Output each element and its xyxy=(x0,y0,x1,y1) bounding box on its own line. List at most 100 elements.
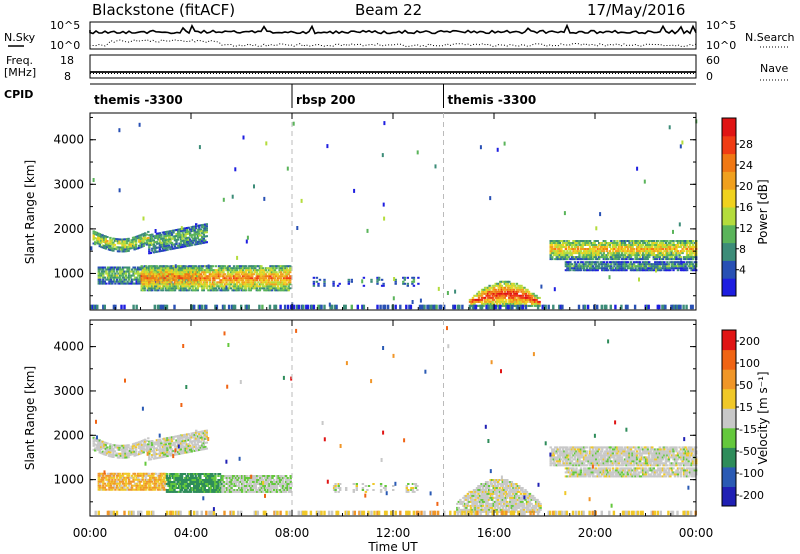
power-echo-cell xyxy=(245,285,248,288)
freq-label: Freq. xyxy=(6,54,33,67)
power-echo-cell xyxy=(670,256,674,259)
power-echo-cell xyxy=(323,280,326,283)
power-echo-cell xyxy=(649,267,652,270)
power-echo-cell xyxy=(269,265,272,268)
power-echo-cell xyxy=(195,289,198,292)
power-echo-cell xyxy=(142,275,145,278)
power-echo-cell xyxy=(164,275,168,278)
velocity-echo-cell xyxy=(99,478,102,481)
power-echo-cell xyxy=(411,276,414,279)
power-echo-cell xyxy=(170,229,174,232)
power-echo-cell xyxy=(164,283,168,286)
power-echo-cell xyxy=(635,269,639,272)
power-echo-cell xyxy=(231,279,234,282)
power-echo-cell xyxy=(688,248,692,250)
power-echo-cell xyxy=(619,267,622,270)
power-echo-cell xyxy=(380,278,384,281)
power-echo-cell xyxy=(611,248,615,250)
power-echo-cell xyxy=(151,279,154,282)
power-echo-cell xyxy=(500,280,503,283)
velocity-echo-cell xyxy=(144,482,147,485)
power-echo-cell xyxy=(511,290,514,293)
power-echo-cell xyxy=(655,248,658,250)
velocity-echo-cell xyxy=(112,444,115,446)
power-echo-cell xyxy=(601,263,604,266)
power-echo-cell xyxy=(616,244,619,246)
power-echo-cell xyxy=(121,266,125,269)
power-echo-cell xyxy=(154,269,157,272)
power-echo-cell xyxy=(497,288,500,291)
power-echo-cell xyxy=(166,283,169,286)
velocity-echo-cell xyxy=(144,448,147,451)
power-echo-cell xyxy=(92,242,95,245)
power-echo-cell xyxy=(109,274,113,277)
power-echo-cell xyxy=(97,270,100,273)
velocity-echo-cell xyxy=(130,476,134,479)
power-echo-cell xyxy=(118,282,122,285)
power-echo-cell xyxy=(248,285,251,288)
power-echo-cell xyxy=(511,286,514,289)
power-echo-cell xyxy=(692,256,695,259)
power-echo-cell xyxy=(117,272,120,275)
power-echo-cell xyxy=(242,289,245,292)
power-echo-cell xyxy=(120,304,123,310)
power-echo-cell xyxy=(121,280,125,283)
power-echo-cell xyxy=(496,296,499,299)
velocity-echo-cell xyxy=(189,436,192,439)
power-echo-cell xyxy=(587,269,590,272)
velocity-echo-cell xyxy=(181,446,184,449)
power-scatter-point xyxy=(263,196,266,201)
velocity-echo-cell xyxy=(104,445,107,448)
power-echo-cell xyxy=(356,304,359,310)
velocity-echo-cell xyxy=(92,448,95,451)
power-scatter-point xyxy=(540,284,543,289)
velocity-echo-cell xyxy=(193,435,196,438)
velocity-echo-cell xyxy=(166,445,169,448)
power-echo-cell xyxy=(255,289,258,292)
power-echo-cell xyxy=(623,263,627,266)
power-echo-cell xyxy=(109,282,113,285)
velocity-echo-cell xyxy=(157,444,160,447)
power-echo-cell xyxy=(570,256,574,259)
power-echo-cell xyxy=(496,298,499,301)
power-echo-cell xyxy=(279,281,283,284)
velocity-echo-cell xyxy=(175,447,178,450)
power-echo-cell xyxy=(100,245,103,248)
velocity-echo-cell xyxy=(156,478,160,481)
power-echo-cell xyxy=(100,266,103,269)
power-echo-cell xyxy=(176,246,180,249)
velocity-echo-cell xyxy=(115,444,118,447)
velocity-echo-cell xyxy=(137,480,140,483)
power-echo-cell xyxy=(521,298,525,301)
power-echo-cell xyxy=(584,265,587,268)
power-echo-cell xyxy=(204,283,207,286)
power-echo-cell xyxy=(530,302,534,305)
velocity-echo-cell xyxy=(114,486,117,489)
velocity-echo-cell xyxy=(100,446,103,449)
power-echo-cell xyxy=(632,261,636,264)
velocity-echo-cell xyxy=(186,443,189,446)
power-echo-cell xyxy=(626,304,629,310)
power-echo-cell xyxy=(620,269,624,272)
power-echo-cell xyxy=(654,261,657,264)
velocity-echo-cell xyxy=(164,449,168,452)
power-echo-cell xyxy=(134,237,138,240)
power-echo-cell xyxy=(127,239,130,242)
power-echo-cell xyxy=(273,281,277,284)
power-echo-cell xyxy=(189,228,192,231)
velocity-echo-cell xyxy=(163,445,166,448)
velocity-echo-cell xyxy=(121,472,125,475)
power-echo-cell xyxy=(592,254,595,257)
power-echo-cell xyxy=(619,246,622,248)
power-echo-cell xyxy=(429,304,432,310)
velocity-echo-cell xyxy=(138,482,141,485)
power-echo-cell xyxy=(196,274,199,277)
velocity-echo-cell xyxy=(159,474,163,477)
power-echo-cell xyxy=(642,242,645,244)
power-echo-cell xyxy=(228,277,231,280)
power-echo-cell xyxy=(660,248,663,250)
power-echo-cell xyxy=(204,275,207,278)
power-echo-cell xyxy=(204,281,207,284)
power-echo-cell xyxy=(98,233,101,236)
power-echo-cell xyxy=(693,252,696,255)
